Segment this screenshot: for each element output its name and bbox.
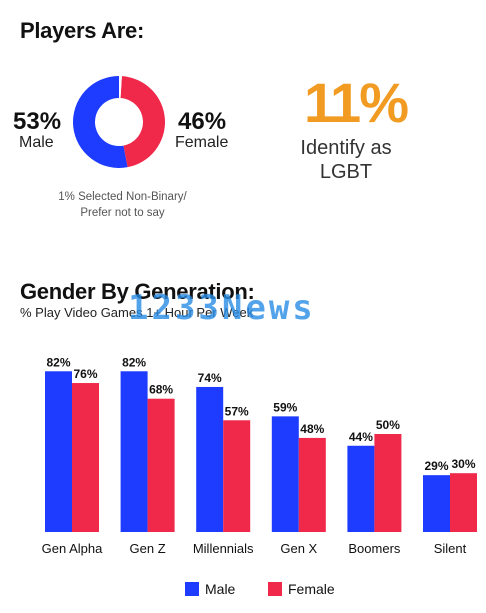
- bar-male-boomers: [347, 445, 375, 532]
- male-percentage: 53%: [13, 108, 62, 135]
- legend-female-label: Female: [288, 581, 335, 597]
- bar-male-gen-x: [271, 416, 299, 532]
- donut-slice-female: [120, 76, 165, 168]
- bar-male-millennials: [196, 386, 224, 532]
- male-label: Male: [19, 134, 54, 151]
- lgbt-text-line1: Identify as: [300, 137, 392, 159]
- category-label-millennials: Millennials: [193, 541, 254, 556]
- gender-donut-chart: [73, 76, 165, 168]
- data-label-male-silent: 29%: [424, 459, 448, 473]
- lgbt-percentage: 11%: [304, 71, 409, 134]
- generation-heading: Gender By Generation:: [20, 279, 255, 304]
- category-label-boomers: Boomers: [348, 541, 401, 556]
- non-binary-note-line1: 1% Selected Non-Binary/: [58, 191, 187, 203]
- category-label-gen-x: Gen X: [280, 541, 317, 556]
- bar-female-gen-x: [298, 437, 326, 532]
- data-label-male-gen-alpha: 82%: [46, 355, 70, 369]
- category-label-silent: Silent: [434, 541, 467, 556]
- category-label-gen-alpha: Gen Alpha: [42, 541, 103, 556]
- legend-female-swatch: [268, 582, 282, 596]
- lgbt-text: Identify as LGBT: [276, 136, 416, 184]
- generation-subtitle: % Play Video Games 1+ Hour Per Week: [20, 305, 254, 320]
- data-label-female-silent: 30%: [451, 457, 475, 471]
- female-percentage: 46%: [178, 108, 227, 135]
- legend-male-label: Male: [205, 581, 236, 597]
- players-heading: Players Are:: [20, 18, 144, 43]
- donut-slice-non: [119, 76, 122, 99]
- non-binary-note-line2: Prefer not to say: [80, 207, 165, 219]
- data-label-female-gen-z: 68%: [149, 383, 173, 397]
- data-label-male-gen-x: 59%: [273, 400, 297, 414]
- bar-male-silent: [423, 475, 450, 532]
- watermark-text: 1233News: [128, 288, 316, 328]
- bar-male-gen-z: [120, 371, 148, 532]
- lgbt-text-line2: LGBT: [319, 161, 373, 183]
- bar-male-gen-alpha: [45, 371, 72, 532]
- donut-slice-male: [73, 76, 128, 168]
- female-label: Female: [175, 134, 229, 151]
- data-label-female-gen-alpha: 76%: [73, 367, 97, 381]
- bar-female-gen-alpha: [72, 383, 99, 532]
- data-label-male-millennials: 74%: [198, 371, 222, 385]
- data-label-female-millennials: 57%: [225, 404, 249, 418]
- bar-female-millennials: [223, 420, 251, 532]
- bar-female-boomers: [374, 434, 402, 532]
- data-label-female-gen-x: 48%: [300, 422, 324, 436]
- category-label-gen-z: Gen Z: [130, 541, 166, 556]
- legend-male-swatch: [185, 582, 199, 596]
- data-label-male-boomers: 44%: [349, 430, 373, 444]
- data-label-male-gen-z: 82%: [122, 355, 146, 369]
- data-label-female-boomers: 50%: [376, 418, 400, 432]
- bar-female-gen-z: [147, 398, 175, 532]
- non-binary-note: 1% Selected Non-Binary/ Prefer not to sa…: [30, 189, 215, 221]
- bar-female-silent: [450, 473, 477, 532]
